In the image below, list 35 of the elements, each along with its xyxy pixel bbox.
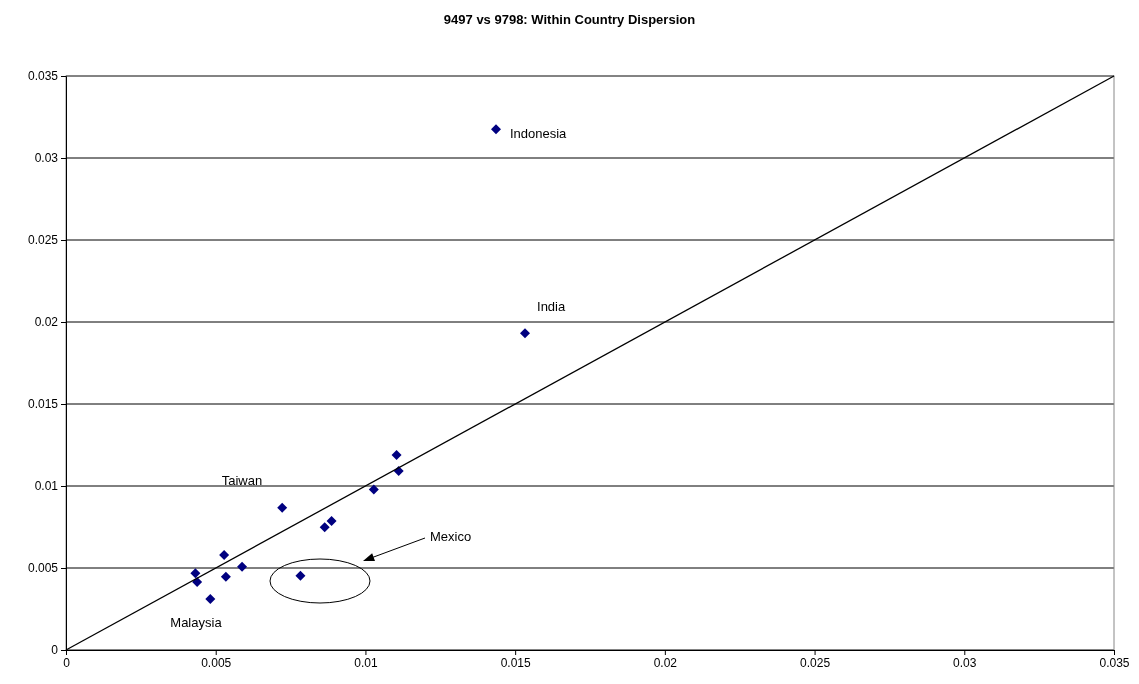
x-tick-label: 0.005 <box>201 655 232 670</box>
point <box>490 124 501 135</box>
annotation: Taiwan <box>221 473 263 489</box>
y-tick-label: 0.005 <box>27 561 59 576</box>
y-tick-label: 0.015 <box>27 397 59 412</box>
y-tick-label: 0 <box>51 643 59 658</box>
point <box>391 450 402 460</box>
y-tick-label: 0.035 <box>27 69 59 84</box>
point <box>520 328 531 339</box>
y-tick-label: 0.01 <box>34 479 59 494</box>
point <box>220 571 231 582</box>
x-tick-label: 0.03 <box>953 655 977 670</box>
chart-title: 9497 vs 9798: Within Country Dispersion <box>443 12 696 27</box>
point <box>190 568 201 579</box>
x-tick-label: 0.02 <box>653 655 678 670</box>
x-tick-label: 0.015 <box>500 655 531 670</box>
y-tick-label: 0.025 <box>27 233 59 248</box>
point <box>237 561 248 572</box>
x-tick-label: 0 <box>63 655 71 670</box>
y-tick-label: 0.02 <box>34 315 59 330</box>
point <box>368 484 379 495</box>
point <box>326 515 337 526</box>
point <box>205 594 216 604</box>
y-tick-label: 0.03 <box>34 151 59 166</box>
x-tick-label: 0.035 <box>1099 655 1130 670</box>
annotation: Malaysia <box>170 615 223 631</box>
x-tick-label: 0.025 <box>800 655 831 670</box>
annotation: India <box>537 298 566 314</box>
point <box>295 570 306 581</box>
annotation: Indonesia <box>509 125 568 141</box>
point <box>277 502 288 513</box>
x-tick-label: 0.01 <box>354 655 378 670</box>
point <box>219 550 230 561</box>
point <box>319 522 330 533</box>
annotation: Mexico <box>430 529 472 545</box>
